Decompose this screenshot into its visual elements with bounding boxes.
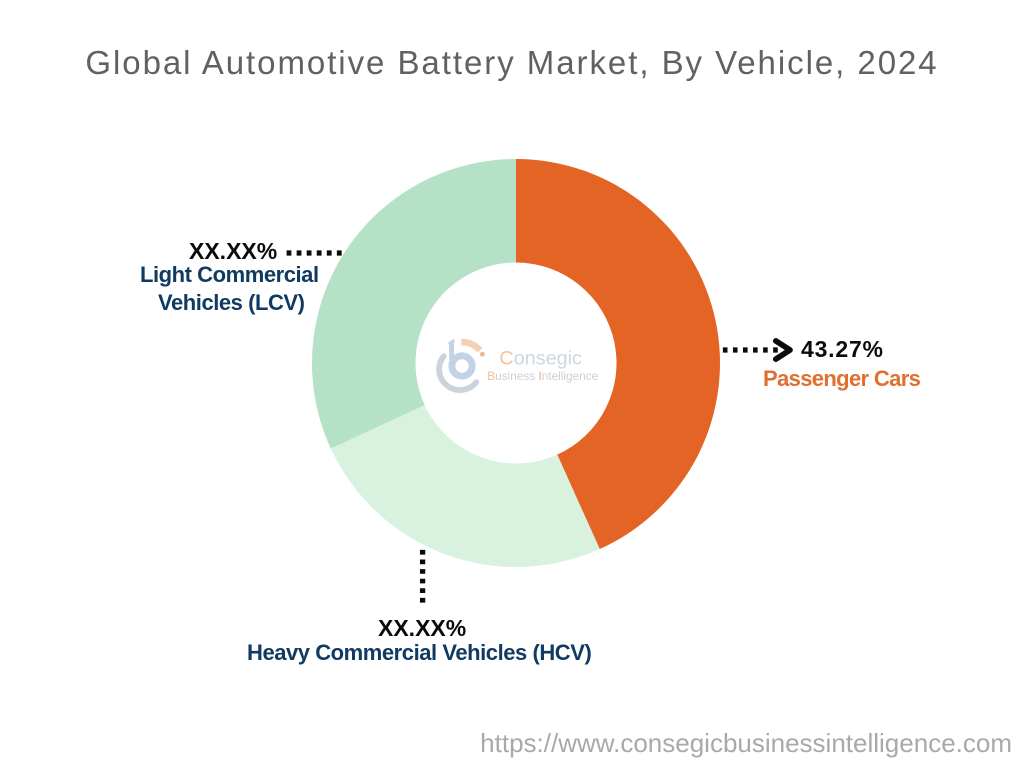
svg-text:Business Intelligence: Business Intelligence — [487, 369, 598, 383]
svg-text:Consegic: Consegic — [499, 347, 582, 369]
